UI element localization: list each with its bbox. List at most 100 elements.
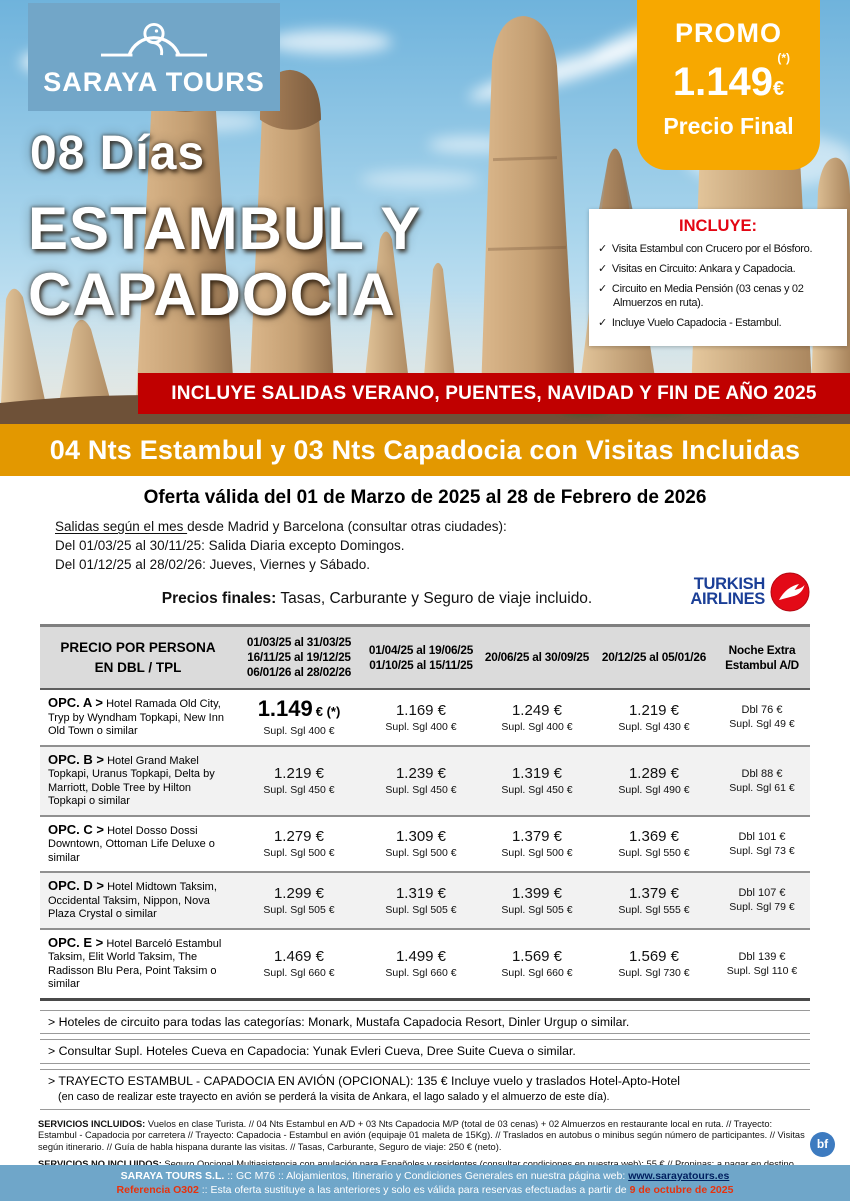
promo-price: 1.149€ [637, 60, 820, 108]
table-header-price-per-person: PRECIO POR PERSONA EN DBL / TPL [40, 638, 236, 678]
single-supplement: Supl. Sgl 500 € [385, 847, 457, 860]
promo-label: PROMO [674, 18, 782, 48]
price-value: 1.319 € [511, 765, 563, 782]
price-cell: 1.399 € Supl. Sgl 505 € [480, 885, 594, 916]
price-cell: 1.239 € Supl. Sgl 450 € [362, 765, 480, 796]
table-row-opc-c: OPC. C > Hotel Dosso Dossi Downtown, Ott… [40, 814, 810, 872]
header-line: 16/11/25 al 19/12/25 [247, 650, 351, 664]
extra-night-sgl: Supl. Sgl 73 € [729, 844, 795, 857]
price-value: 1.399 € [511, 884, 563, 902]
single-supplement: Supl. Sgl 490 € [618, 784, 690, 796]
price-cell: 1.379 € Supl. Sgl 555 € [594, 885, 714, 916]
price-value: 1.309 € [395, 828, 447, 846]
header-line: 20/12/25 al 05/01/26 [601, 650, 707, 664]
table-row-opc-e: OPC. E > Hotel Barceló Estambul Taksim, … [40, 927, 810, 998]
footer-ref-date: 9 de octubre de 2025 [629, 1183, 734, 1196]
header-line: 01/04/25 al 19/06/25 [368, 642, 474, 657]
price-cell: 1.499 € Supl. Sgl 660 € [362, 948, 480, 979]
extra-night-sgl: Supl. Sgl 49 € [729, 718, 795, 731]
hero-days: 08 Días [30, 127, 206, 180]
check-icon: ✓ [598, 317, 607, 329]
hotel-names: Hotel Barceló Estambul Taksim, Elit Worl… [48, 937, 222, 991]
single-supplement: Supl. Sgl 400 € [263, 724, 335, 737]
turkish-airlines-wordmark: TURKISH AIRLINES [690, 576, 765, 608]
table-row-opc-a: OPC. A > Hotel Ramada Old City, Tryp by … [40, 690, 810, 745]
includes-item-text: Visita Estambul con Crucero por el Bósfo… [611, 243, 813, 255]
brand-name: SARAYA TOURS [43, 67, 265, 97]
price-cell: 1.369 € Supl. Sgl 550 € [594, 828, 714, 859]
falcon-icon [100, 22, 208, 57]
bf-badge: bf [810, 1132, 835, 1157]
price-cell: 1.149 € (*) Supl. Sgl 400 € [236, 695, 362, 737]
red-banner: INCLUYE SALIDAS VERANO, PUENTES, NAVIDAD… [138, 373, 850, 414]
offer-validity: Oferta válida del 01 de Marzo de 2025 al… [143, 487, 707, 508]
hotel-names: Hotel Dosso Dossi Downtown, Ottoman Life… [48, 824, 215, 864]
price-cell: 1.309 € Supl. Sgl 500 € [362, 828, 480, 859]
price-value: 1.379 € [628, 884, 680, 902]
promo-price-value: 1.149 [672, 60, 773, 104]
extra-night-dbl: Dbl 88 € [741, 767, 783, 780]
footer-ref-text: :: Esta oferta sustituye a las anteriore… [198, 1183, 630, 1196]
price-cell: 1.219 € Supl. Sgl 450 € [236, 765, 362, 796]
price-cell: 1.289 € Supl. Sgl 490 € [594, 765, 714, 796]
price-value: 1.319 € [395, 884, 447, 902]
extra-night-dbl: Dbl 139 € [738, 950, 786, 963]
header-line: PRECIO POR PERSONA [60, 639, 216, 655]
website-link[interactable]: www.sarayatours.es [628, 1170, 730, 1182]
single-supplement: Supl. Sgl 555 € [618, 903, 690, 916]
price-value: 1.169 € [395, 701, 447, 719]
paragraph-text: Vuelos en clase Turista. // 04 Nts Estam… [38, 1118, 805, 1152]
check-icon: ✓ [598, 263, 607, 275]
hero-title-line2: CAPADOCIA [28, 261, 396, 328]
footer-line1: SARAYA TOURS S.L. :: GC M76 :: Alojamien… [0, 1170, 850, 1184]
single-supplement: Supl. Sgl 505 € [385, 903, 457, 916]
services-included: SERVICIOS INCLUIDOS: Vuelos en clase Tur… [38, 1119, 812, 1154]
departures-intro-underlined: Salidas según el mes [55, 519, 188, 534]
single-supplement: Supl. Sgl 505 € [501, 903, 573, 916]
table-row-opc-b: OPC. B > Hotel Grand Makel Topkapi, Uran… [40, 744, 810, 815]
price-value: 1.369 € [628, 828, 680, 846]
table-header-season-1: 01/03/25 al 31/03/25 16/11/25 al 19/12/2… [236, 635, 362, 680]
promo-asterisk: (*) [777, 51, 790, 65]
single-supplement: Supl. Sgl 660 € [263, 967, 335, 979]
price-value: 1.569 € [511, 948, 563, 965]
single-supplement: Supl. Sgl 430 € [618, 720, 690, 733]
price-cell: 1.319 € Supl. Sgl 450 € [480, 765, 594, 796]
table-header-season-4: 20/12/25 al 05/01/26 [594, 650, 714, 665]
extra-night-dbl: Dbl 107 € [738, 887, 786, 900]
hotel-option-cell: OPC. D > Hotel Midtown Taksim, Occidenta… [40, 879, 236, 922]
single-supplement: Supl. Sgl 500 € [263, 847, 335, 860]
notes-section: > Hoteles de circuito para todas las cat… [40, 1009, 810, 1110]
includes-item-text: Circuito en Media Pensión (03 cenas y 02… [611, 283, 804, 309]
note-optional-flight-line2: (en caso de realizar este trayecto en av… [58, 1091, 610, 1103]
price-value: 1.569 € [628, 948, 680, 965]
single-supplement: Supl. Sgl 505 € [263, 903, 335, 916]
check-icon: ✓ [598, 283, 607, 295]
paragraph-lead: SERVICIOS INCLUIDOS: [38, 1118, 146, 1129]
hotel-option-cell: OPC. A > Hotel Ramada Old City, Tryp by … [40, 696, 236, 739]
extra-night-sgl: Supl. Sgl 61 € [729, 781, 795, 794]
final-prices-note: Precios finales: Tasas, Carburante y Seg… [0, 590, 754, 608]
includes-box: INCLUYE: ✓ Visita Estambul con Crucero po… [589, 209, 847, 346]
paragraph-lead: SERVICIOS NO INCLUIDOS: [38, 1159, 162, 1169]
departures-line: Del 01/12/25 al 28/02/26: Jueves, Vierne… [55, 557, 370, 572]
price-value: 1.219 € [628, 701, 680, 719]
includes-item: ✓ Visitas en Circuito: Ankara y Capadocia… [598, 262, 838, 276]
includes-title: INCLUYE: [679, 217, 757, 235]
turkish-airlines-emblem-icon [770, 572, 810, 612]
single-supplement: Supl. Sgl 660 € [501, 967, 573, 979]
note-circuit-hotels: > Hoteles de circuito para todas las cat… [40, 1009, 810, 1034]
table-header-row: PRECIO POR PERSONA EN DBL / TPL 01/03/25… [40, 627, 810, 690]
final-prices-label: Precios finales: [161, 590, 277, 607]
hotel-names: Hotel Grand Makel Topkapi, Uranus Topkap… [48, 754, 215, 808]
includes-item-text: Incluye Vuelo Capadocia - Estambul. [611, 317, 782, 329]
header-line: Estambul A/D [725, 657, 799, 672]
option-label: OPC. D > [48, 878, 104, 893]
price-value: 1.149 [257, 695, 313, 721]
table-header-extra-night: Noche Extra Estambul A/D [714, 643, 810, 673]
promo-subtitle: Precio Final [663, 113, 794, 139]
table-header-season-3: 20/06/25 al 30/09/25 [480, 650, 594, 665]
hotel-names: Hotel Midtown Taksim, Occidental Taksim,… [48, 881, 217, 920]
price-cell: 1.319 € Supl. Sgl 505 € [362, 885, 480, 916]
price-value: 1.299 € [273, 884, 325, 902]
